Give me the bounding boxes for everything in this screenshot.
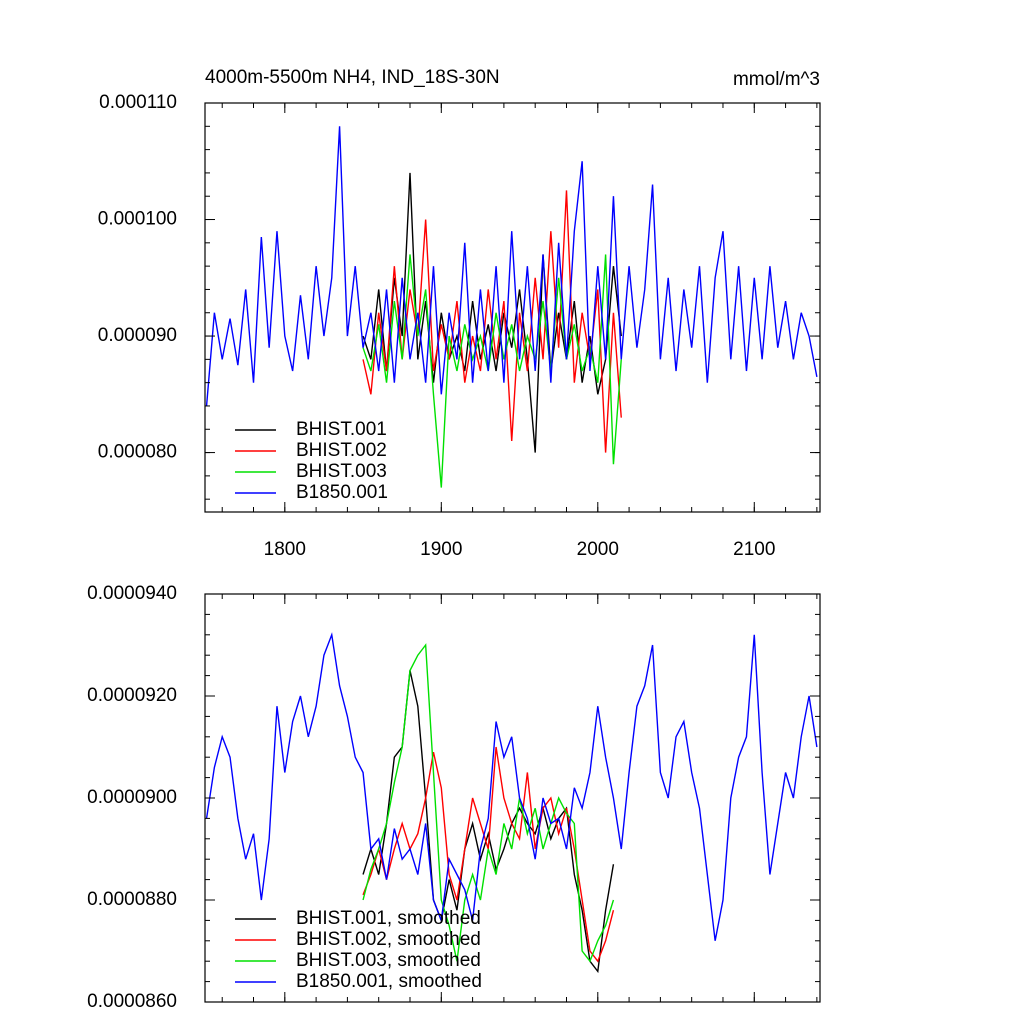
series-line <box>362 254 622 488</box>
legend-label: BHIST.002 <box>296 440 387 461</box>
y-tick-label: 0.000080 <box>98 442 177 463</box>
units-label: mmol/m^3 <box>733 69 820 90</box>
x-tick-label: 2000 <box>577 539 619 560</box>
x-tick-label: 1800 <box>264 539 306 560</box>
legend-label: BHIST.003 <box>296 461 387 482</box>
legend-label: BHIST.001 <box>296 419 387 440</box>
series-line <box>205 632 818 941</box>
chart-title: 4000m-5500m NH4, IND_18S-30N <box>205 67 500 88</box>
y-tick-label: 0.000090 <box>98 325 177 346</box>
legend-label: B1850.001, smoothed <box>296 971 482 992</box>
y-tick-label: 0.000100 <box>98 209 177 230</box>
plot-frame <box>204 102 821 513</box>
y-tick-label: 0.0000880 <box>87 889 177 910</box>
y-tick-label: 0.000110 <box>99 92 177 113</box>
y-tick-label: 0.0000900 <box>87 787 177 808</box>
y-tick-label: 0.0000940 <box>87 583 177 604</box>
series-line <box>205 126 818 407</box>
y-tick-label: 0.0000860 <box>87 991 177 1012</box>
series-line <box>362 643 615 963</box>
legend-label: BHIST.002, smoothed <box>296 929 481 950</box>
x-tick-label: 2100 <box>733 539 775 560</box>
legend-label: BHIST.001, smoothed <box>296 908 481 929</box>
y-tick-label: 0.0000920 <box>87 685 177 706</box>
x-tick-label: 1900 <box>420 539 462 560</box>
legend-label: BHIST.003, smoothed <box>296 950 481 971</box>
legend-label: B1850.001 <box>296 482 388 503</box>
